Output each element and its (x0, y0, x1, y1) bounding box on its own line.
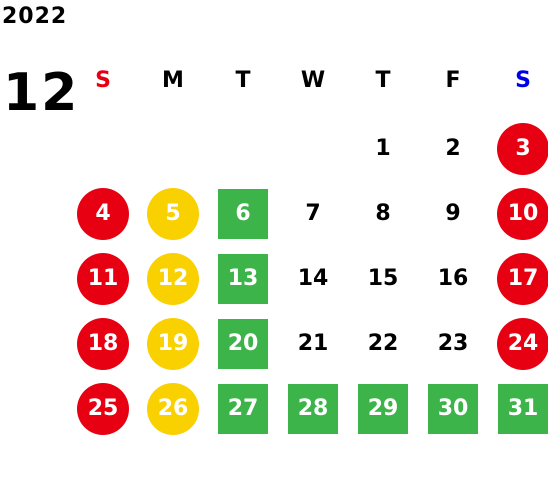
day-number-plain: 22 (367, 330, 399, 356)
day-cell: 4 (68, 181, 138, 246)
day-number-plain: 14 (297, 265, 329, 291)
calendar-year: 2022 (2, 4, 68, 29)
day-number-plain: 1 (375, 135, 391, 161)
day-cell: 19 (138, 311, 208, 376)
weekday-friday: F (445, 68, 461, 93)
day-number-plain: 23 (437, 330, 469, 356)
day-number-green: 28 (288, 383, 338, 434)
day-cell: 10 (488, 181, 548, 246)
day-number-red: 4 (77, 187, 129, 240)
day-cell: 29 (348, 376, 418, 441)
day-number-red: 10 (497, 187, 548, 240)
day-number-green: 6 (218, 188, 268, 239)
weekday-monday: M (162, 68, 184, 93)
day-cell: 17 (488, 246, 548, 311)
day-number-yellow: 12 (147, 252, 199, 305)
day-number-yellow: 19 (147, 317, 199, 370)
day-number-plain: 16 (437, 265, 469, 291)
day-number-plain: 2 (445, 135, 461, 161)
weekday-tuesday: T (235, 68, 251, 93)
day-number-plain: 7 (305, 200, 321, 226)
day-number-green: 29 (358, 383, 408, 434)
day-cell: 2 (418, 116, 488, 181)
weekday-header-row: S M T W T F S (68, 60, 548, 102)
day-cell: 8 (348, 181, 418, 246)
weekday-saturday: S (515, 68, 531, 93)
day-number-green: 13 (218, 253, 268, 304)
day-number-yellow: 26 (147, 382, 199, 435)
day-number-red: 24 (497, 317, 548, 370)
day-cell: 20 (208, 311, 278, 376)
day-cell: 14 (278, 246, 348, 311)
day-cell: 9 (418, 181, 488, 246)
day-number-plain: 9 (445, 200, 461, 226)
day-cell: 28 (278, 376, 348, 441)
day-cell: 24 (488, 311, 548, 376)
weekday-wednesday: W (300, 68, 326, 93)
weekday-thursday: T (375, 68, 391, 93)
day-cell: 22 (348, 311, 418, 376)
day-cell: 27 (208, 376, 278, 441)
day-number-green: 31 (498, 383, 548, 434)
calendar-month: 12 (3, 63, 80, 123)
day-number-green: 30 (428, 383, 478, 434)
day-cell: 21 (278, 311, 348, 376)
day-cell: 5 (138, 181, 208, 246)
weekday-sunday: S (95, 68, 111, 93)
day-cell: 26 (138, 376, 208, 441)
day-number-red: 3 (497, 122, 548, 175)
day-cell: 25 (68, 376, 138, 441)
day-number-plain: 15 (367, 265, 399, 291)
day-cell: 6 (208, 181, 278, 246)
day-number-red: 17 (497, 252, 548, 305)
day-cell: 1 (348, 116, 418, 181)
day-cell: 31 (488, 376, 548, 441)
day-number-red: 25 (77, 382, 129, 435)
day-cell: 12 (138, 246, 208, 311)
day-number-plain: 8 (375, 200, 391, 226)
day-number-yellow: 5 (147, 187, 199, 240)
day-number-red: 11 (77, 252, 129, 305)
day-cell: 7 (278, 181, 348, 246)
day-cell: 18 (68, 311, 138, 376)
day-number-red: 18 (77, 317, 129, 370)
day-cell: 23 (418, 311, 488, 376)
day-cell: 16 (418, 246, 488, 311)
day-cell: 13 (208, 246, 278, 311)
day-number-plain: 21 (297, 330, 329, 356)
day-cell: 15 (348, 246, 418, 311)
day-cell: 3 (488, 116, 548, 181)
day-number-green: 27 (218, 383, 268, 434)
day-cell: 30 (418, 376, 488, 441)
day-number-green: 20 (218, 318, 268, 369)
day-cell: 11 (68, 246, 138, 311)
